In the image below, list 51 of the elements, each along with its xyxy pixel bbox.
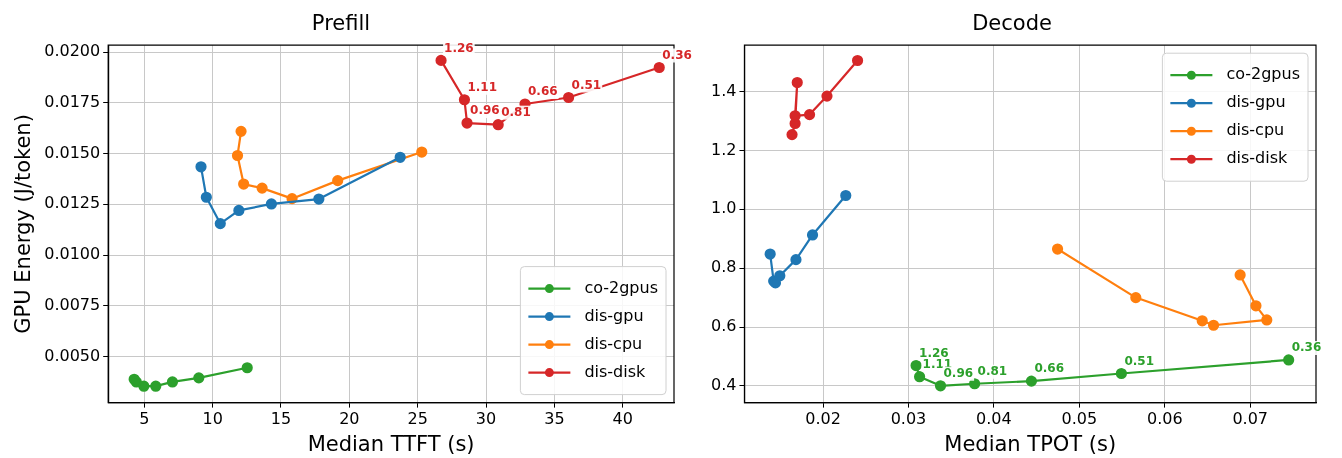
x-tick-label: 0.03 [890, 409, 927, 429]
annotation: 0.81 [977, 363, 1008, 378]
legend-label: dis-disk [1226, 148, 1289, 168]
x-tick-label: 0.05 [1061, 409, 1098, 429]
legend-label: dis-cpu [1226, 120, 1285, 140]
legend-label: dis-disk [584, 361, 647, 381]
annotation: 0.51 [1124, 353, 1154, 368]
y-tick-label: 0.4 [710, 374, 737, 394]
chart-title: Decode [972, 11, 1052, 36]
x-tick-label: 0.04 [976, 409, 1012, 429]
annotation: 0.96 [470, 103, 500, 118]
x-tick-label: 10 [202, 409, 223, 429]
x-tick-label: 35 [544, 409, 565, 429]
annotation: 0.36 [1291, 340, 1322, 355]
y-tick-label: 0.0075 [44, 294, 101, 314]
x-tick-label: 15 [270, 409, 292, 429]
x-tick-label: 0.06 [1146, 409, 1183, 429]
y-axis-title: GPU Energy (J/token) [11, 114, 36, 334]
legend-label: dis-gpu [584, 305, 644, 325]
x-tick-label: 25 [407, 409, 428, 429]
y-tick-label: 0.0175 [44, 92, 101, 112]
annotation: 0.36 [662, 47, 692, 62]
y-tick-label: 0.0150 [44, 142, 101, 162]
annotation: 0.51 [571, 77, 602, 92]
y-tick-label: 0.0125 [44, 193, 101, 213]
legend-label: dis-gpu [1226, 92, 1286, 112]
legend-label: co-2gpus [584, 277, 658, 297]
y-tick-label: 0.6 [710, 316, 737, 336]
x-tick-label: 30 [475, 409, 497, 429]
x-axis-title: Median TPOT (s) [944, 431, 1117, 456]
legend-label: dis-cpu [584, 333, 643, 353]
x-tick-label: 0.02 [805, 409, 841, 429]
y-tick-label: 0.0200 [44, 41, 101, 61]
y-tick-label: 0.8 [710, 257, 737, 277]
chart-title: Prefill [311, 11, 371, 36]
y-tick-label: 1.4 [710, 80, 737, 100]
legend-label: co-2gpus [1226, 64, 1300, 84]
y-tick-label: 0.0050 [44, 345, 101, 365]
annotation: 0.66 [527, 84, 558, 99]
annotation: 1.26 [444, 40, 474, 55]
y-tick-label: 1.0 [710, 198, 737, 218]
y-tick-label: 0.0100 [44, 244, 101, 264]
x-tick-label: 40 [612, 409, 633, 429]
annotation: 0.81 [501, 104, 531, 119]
annotation: 0.66 [1034, 361, 1065, 376]
x-axis-title: Median TTFT (s) [307, 431, 475, 456]
y-tick-label: 1.2 [710, 139, 737, 159]
annotation: 1.11 [467, 79, 498, 94]
x-tick-label: 5 [139, 409, 150, 429]
x-tick-label: 0.07 [1232, 409, 1269, 429]
x-tick-label: 20 [339, 409, 360, 429]
